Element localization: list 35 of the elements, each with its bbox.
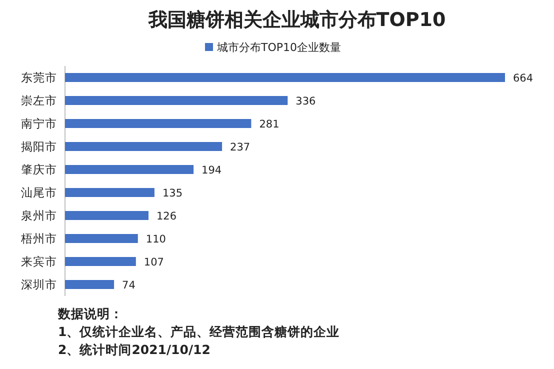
y-tick-label: 崇左市 xyxy=(21,94,57,108)
bar xyxy=(65,188,154,197)
bar xyxy=(65,257,136,266)
text: 1、仅统计企业名、产品、经营范围含糖饼的企业 xyxy=(58,324,340,339)
y-tick-label: 梧州市 xyxy=(20,232,57,246)
text: 数据说明： xyxy=(57,306,123,321)
bar xyxy=(65,211,148,220)
y-tick-label: 肇庆市 xyxy=(21,162,57,176)
data-label: 336 xyxy=(296,96,316,108)
y-tick-label: 南宁市 xyxy=(21,116,57,130)
data-label: 135 xyxy=(162,188,183,200)
y-tick-label: 汕尾市 xyxy=(21,186,57,200)
data-label: 126 xyxy=(156,210,177,222)
data-label: 107 xyxy=(144,256,164,268)
data-label: 237 xyxy=(230,142,250,154)
y-tick-label: 东莞市 xyxy=(21,70,57,84)
y-tick-label: 泉州市 xyxy=(21,208,57,222)
data-label: 664 xyxy=(513,72,534,84)
data-label: 110 xyxy=(146,234,166,246)
chart-title: 我国糖饼相关企业城市分布TOP10 xyxy=(147,9,446,31)
bar xyxy=(65,280,114,289)
bar xyxy=(65,96,288,105)
bar xyxy=(65,73,505,82)
data-label: 281 xyxy=(259,118,280,130)
y-tick-label: 深圳市 xyxy=(21,278,57,292)
y-tick-label: 揭阳市 xyxy=(21,140,57,154)
bar xyxy=(65,119,252,128)
bar xyxy=(65,142,222,151)
y-tick-label: 来宾市 xyxy=(21,254,57,268)
legend-label: 城市分布TOP10企业数量 xyxy=(216,41,342,54)
data-label: 194 xyxy=(202,164,222,176)
text: 2、统计时间2021/10/12 xyxy=(58,342,210,357)
data-label: 74 xyxy=(122,280,136,292)
bar xyxy=(65,234,138,243)
bar xyxy=(65,165,194,174)
